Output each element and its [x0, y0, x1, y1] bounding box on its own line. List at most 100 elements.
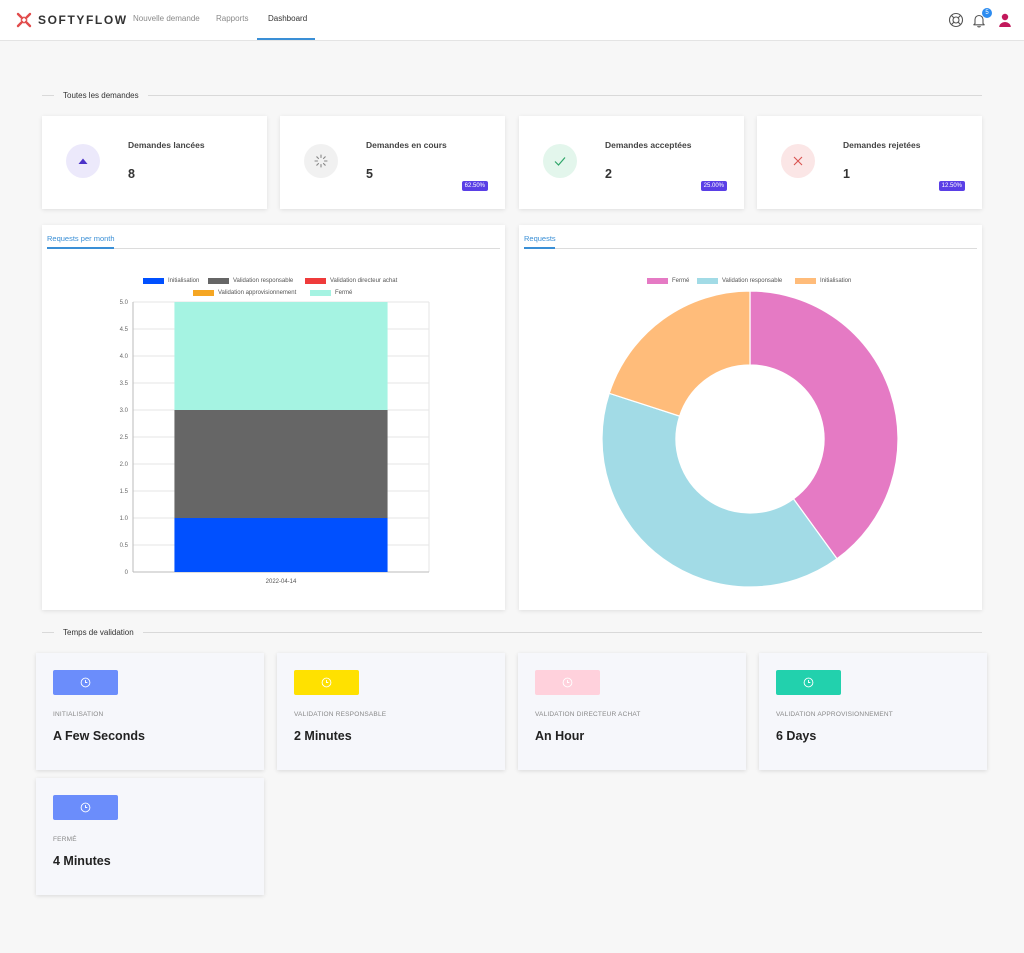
- legend-swatch: [697, 278, 718, 284]
- y-tick-label: 3.5: [120, 381, 129, 387]
- top-navbar: SOFTYFLOW Nouvelle demande Rapports Dash…: [0, 0, 1024, 41]
- stat-value: 8: [128, 167, 135, 181]
- legend-label: Fermé: [335, 290, 353, 296]
- stat-percent-badge: 62.50%: [461, 181, 488, 191]
- legend-item-validation-responsable[interactable]: Validation responsable: [208, 278, 293, 284]
- check-icon: [554, 157, 566, 166]
- stat-icon-circle: [66, 144, 100, 178]
- validation-card-validation-approvisionnement: Validation approvisionnement 6 Days: [759, 653, 987, 770]
- user-icon[interactable]: [997, 12, 1013, 28]
- legend-item-validation-responsable[interactable]: Validation responsable: [697, 278, 782, 284]
- stat-icon-circle: [781, 144, 815, 178]
- donut-slice-fermé: [749, 290, 899, 560]
- stat-title: Demandes rejetées: [843, 140, 921, 150]
- legend-label: Validation directeur achat: [330, 278, 398, 284]
- tab-requests[interactable]: Requests: [524, 234, 556, 243]
- legend-swatch: [647, 278, 668, 284]
- validation-duration: A Few Seconds: [53, 729, 145, 743]
- stat-card-accepted: Demandes acceptées 2 25.00%: [519, 116, 744, 209]
- stat-icon-circle: [543, 144, 577, 178]
- brand-name: SOFTYFLOW: [38, 13, 128, 27]
- validation-duration: An Hour: [535, 729, 585, 743]
- y-tick-label: 0: [125, 570, 129, 576]
- stat-title: Demandes lancées: [128, 140, 205, 150]
- clock-badge: [294, 670, 359, 695]
- clock-icon: [803, 677, 814, 688]
- section-header-requests: Toutes les demandes: [42, 89, 982, 101]
- brand[interactable]: SOFTYFLOW: [16, 11, 128, 29]
- y-tick-label: 5.0: [120, 300, 129, 306]
- validation-card-initialisation: Initialisation A Few Seconds: [36, 653, 264, 770]
- donut-chart: [601, 290, 899, 588]
- stat-percent-badge: 25.00%: [700, 181, 727, 191]
- y-tick-label: 1.0: [120, 516, 129, 522]
- nav-link-nouvelle-demande[interactable]: Nouvelle demande: [133, 14, 200, 23]
- legend-item-validation-approvisionnement[interactable]: Validation approvisionnement: [193, 290, 296, 296]
- x-cross-logo-icon: [16, 12, 32, 28]
- validation-step-label: Initialisation: [53, 711, 104, 718]
- legend-item-validation-directeur-achat[interactable]: Validation directeur achat: [305, 278, 397, 284]
- validation-duration: 2 Minutes: [294, 729, 352, 743]
- legend-item-initialisation[interactable]: Initialisation: [143, 278, 199, 284]
- legend-item-initialisation[interactable]: Initialisation: [795, 278, 851, 284]
- bell-icon[interactable]: [971, 12, 987, 28]
- x-tick-label: 2022-04-14: [266, 579, 297, 585]
- stat-value: 2: [605, 167, 612, 181]
- legend-item-ferme[interactable]: Fermé: [310, 290, 352, 296]
- legend-swatch: [143, 278, 164, 284]
- clock-icon: [80, 677, 91, 688]
- clock-badge: [535, 670, 600, 695]
- nav-link-dashboard[interactable]: Dashboard: [268, 14, 308, 23]
- validation-duration: 4 Minutes: [53, 854, 111, 868]
- x-icon: [793, 156, 803, 166]
- section-title: Temps de validation: [63, 627, 134, 637]
- triangle-up-icon: [78, 158, 88, 164]
- validation-step-label: Validation approvisionnement: [776, 711, 893, 718]
- section-title: Toutes les demandes: [63, 90, 139, 100]
- donut-slice-initialisation: [608, 290, 751, 417]
- stat-value: 5: [366, 167, 373, 181]
- donut-slice-validation-responsable: [601, 392, 838, 588]
- y-tick-label: 4.5: [120, 327, 129, 333]
- validation-step-label: Fermé: [53, 836, 77, 843]
- stat-percent-badge: 12.50%: [938, 181, 965, 191]
- validation-duration: 6 Days: [776, 729, 817, 743]
- requests-per-month-panel: Requests per month Initialisation Valida…: [42, 225, 505, 610]
- section-header-validation: Temps de validation: [42, 626, 982, 638]
- legend-label: Validation approvisionnement: [218, 290, 297, 296]
- legend-label: Validation responsable: [233, 278, 294, 284]
- clock-icon: [80, 802, 91, 813]
- y-tick-label: 4.0: [120, 354, 129, 360]
- bar-segment-initialisation: [174, 518, 388, 572]
- active-tab-indicator: [47, 247, 114, 249]
- validation-step-label: Validation responsable: [294, 711, 387, 718]
- validation-step-label: Validation directeur achat: [535, 711, 641, 718]
- stat-value: 1: [843, 167, 850, 181]
- notification-count-badge: 5: [982, 8, 992, 18]
- legend-swatch: [795, 278, 816, 284]
- requests-panel: Requests Fermé Validation responsable In…: [519, 225, 982, 610]
- y-tick-label: 2.5: [120, 435, 129, 441]
- stat-title: Demandes acceptées: [605, 140, 692, 150]
- stat-card-in-progress: Demandes en cours 5 62.50%: [280, 116, 505, 209]
- tab-divider: [47, 248, 500, 249]
- stacked-bar-chart: 0 0.5 1.0 1.5 2.0 2.5 3.0 3.5 4.0 4.5 5.0 2022-04-1…: [120, 300, 430, 585]
- legend-item-ferme[interactable]: Fermé: [647, 278, 689, 284]
- legend-swatch: [208, 278, 229, 284]
- active-nav-indicator: [257, 38, 315, 40]
- tab-requests-per-month[interactable]: Requests per month: [47, 234, 115, 243]
- y-tick-label: 2.0: [120, 462, 129, 468]
- clock-badge: [53, 795, 118, 820]
- validation-card-validation-directeur-achat: Validation directeur achat An Hour: [518, 653, 746, 770]
- stat-icon-circle: [304, 144, 338, 178]
- y-tick-label: 0.5: [120, 543, 129, 549]
- legend-swatch: [305, 278, 326, 284]
- clock-icon: [562, 677, 573, 688]
- lifebuoy-icon[interactable]: [948, 12, 964, 28]
- nav-link-rapports[interactable]: Rapports: [216, 14, 249, 23]
- tab-divider: [524, 248, 977, 249]
- stat-card-launched: Demandes lancées 8: [42, 116, 267, 209]
- validation-card-validation-responsable: Validation responsable 2 Minutes: [277, 653, 505, 770]
- legend-swatch: [193, 290, 214, 296]
- y-tick-label: 1.5: [120, 489, 129, 495]
